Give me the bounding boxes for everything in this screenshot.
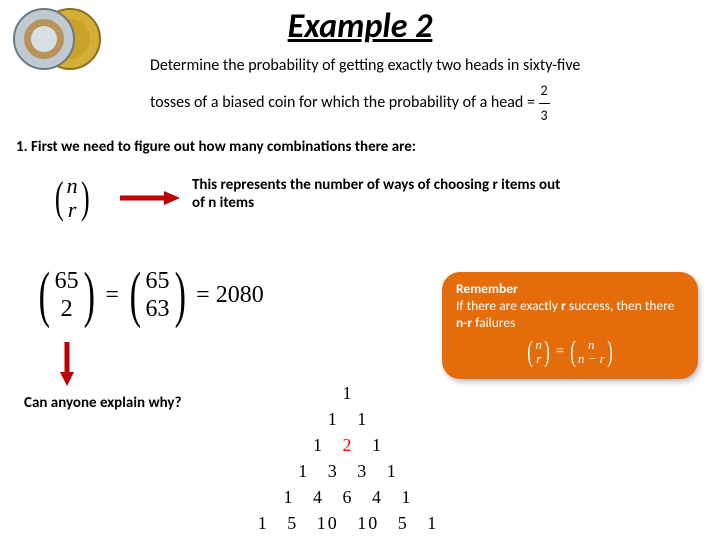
remember-box: Remember If there are exactly r success,…	[442, 272, 698, 379]
fraction-two-thirds: 2 3	[539, 79, 550, 128]
step-1-text: 1. First we need to figure out how many …	[16, 138, 416, 156]
pascals-triangle: 1 1 1 1 2 1 1 3 3 1 1 4 6 4 1 1 5 10 10 …	[238, 380, 458, 537]
arrow-down-icon	[60, 340, 74, 386]
problem-statement: Determine the probability of getting exa…	[150, 52, 698, 128]
remember-heading: Remember	[456, 280, 684, 297]
calc-result: 2080	[216, 282, 264, 309]
explain-why-prompt: Can anyone explain why?	[24, 394, 181, 412]
explain-combinations: This represents the number of ways of ch…	[192, 176, 572, 212]
remember-body: If there are exactly r success, then the…	[456, 297, 684, 331]
remember-formula: (nr) = (nn − r)	[456, 335, 684, 369]
calculation-equation: (652) = (6563) = 2080	[34, 268, 264, 323]
slide-title: Example 2	[0, 6, 720, 47]
problem-line-2: tosses of a biased coin for which the pr…	[150, 93, 539, 112]
binomial-n-choose-r: (nr)	[52, 172, 92, 223]
problem-line-1: Determine the probability of getting exa…	[150, 56, 580, 75]
arrow-right-icon	[118, 190, 180, 206]
